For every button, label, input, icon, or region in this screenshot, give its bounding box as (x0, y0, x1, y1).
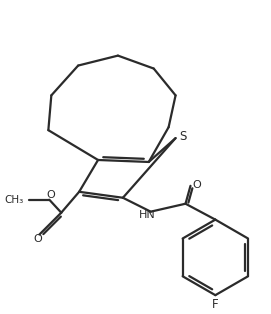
Text: S: S (179, 130, 186, 143)
Text: F: F (212, 298, 219, 311)
Text: O: O (192, 180, 201, 190)
Text: O: O (46, 190, 55, 200)
Text: CH₃: CH₃ (4, 195, 24, 205)
Text: O: O (33, 234, 42, 243)
Text: HN: HN (139, 210, 156, 220)
